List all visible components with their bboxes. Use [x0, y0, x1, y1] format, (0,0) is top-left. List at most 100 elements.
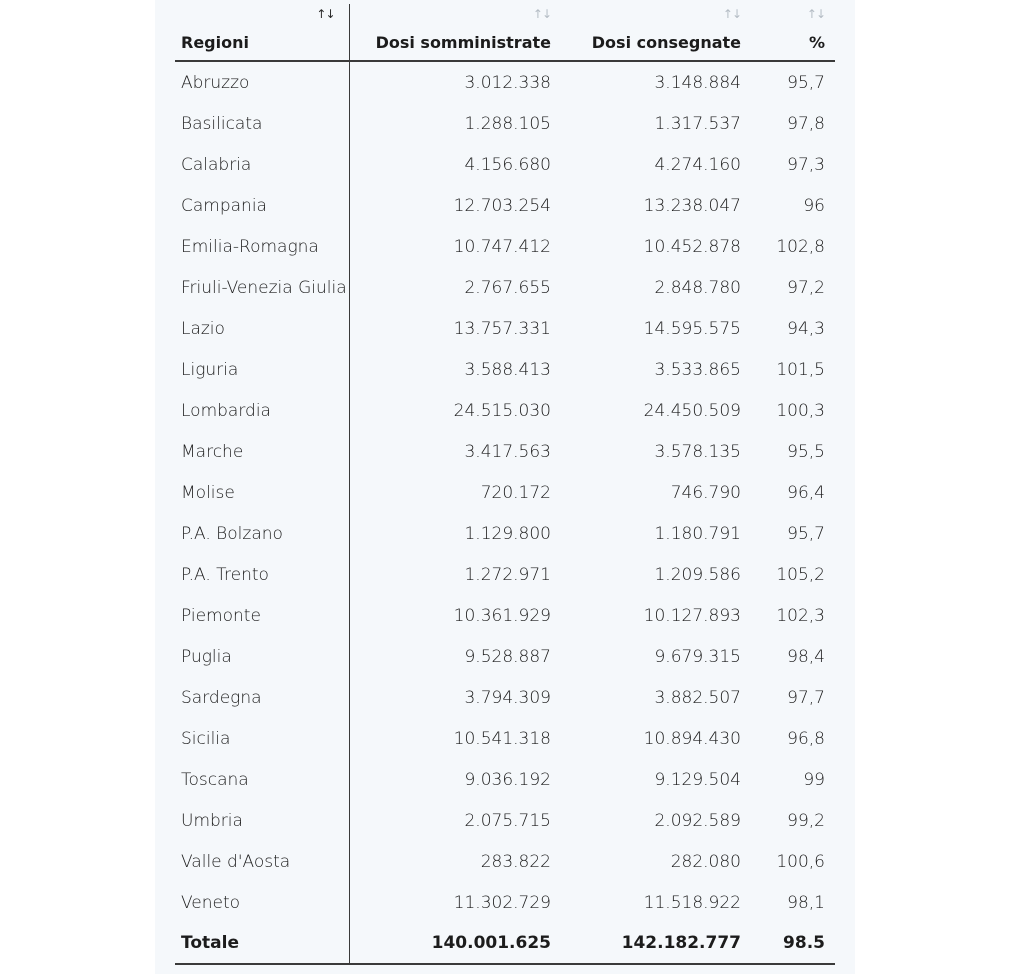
cell-delivered: 4.274.160 [654, 154, 741, 175]
table-row: Calabria 4.156.680 4.274.160 97,3 [175, 144, 835, 185]
cell-administered: 4.156.680 [464, 154, 551, 175]
cell-region: P.A. Trento [175, 554, 350, 595]
cell-delivered: 13.238.047 [643, 195, 741, 216]
cell-region: P.A. Bolzano [175, 513, 350, 554]
cell-percent: 101,5 [776, 359, 825, 380]
cell-percent: 95,7 [787, 523, 825, 544]
cell-region: Liguria [175, 349, 350, 390]
cell-administered: 12.703.254 [453, 195, 551, 216]
cell-administered: 1.288.105 [464, 113, 551, 134]
total-label: Totale [175, 923, 350, 965]
sort-arrows-icon[interactable]: ↑↓ [722, 7, 742, 21]
table-header-row: ↑↓ Regioni ↑↓ Dosi somministrate ↑↓ Dosi… [175, 4, 835, 62]
cell-administered: 1.272.971 [464, 564, 551, 585]
cell-delivered: 10.452.878 [643, 236, 741, 257]
cell-delivered: 11.518.922 [643, 892, 741, 913]
cell-region: Emilia-Romagna [175, 226, 350, 267]
cell-region: Piemonte [175, 595, 350, 636]
cell-delivered: 746.790 [670, 482, 741, 503]
cell-region: Abruzzo [175, 61, 350, 103]
table-row: Lazio 13.757.331 14.595.575 94,3 [175, 308, 835, 349]
header-label: Dosi somministrate [375, 33, 551, 52]
cell-delivered: 10.894.430 [643, 728, 741, 749]
cell-percent: 96,8 [787, 728, 825, 749]
cell-administered: 3.417.563 [464, 441, 551, 462]
cell-percent: 99 [803, 769, 825, 790]
cell-region: Friuli-Venezia Giulia [175, 267, 350, 308]
header-dosi-somministrate[interactable]: ↑↓ Dosi somministrate [349, 4, 561, 62]
header-percent[interactable]: ↑↓ % [751, 4, 835, 62]
cell-percent: 97,7 [787, 687, 825, 708]
cell-administered: 720.172 [480, 482, 551, 503]
cell-region: Lombardia [175, 390, 350, 431]
cell-administered: 3.012.338 [464, 72, 551, 93]
cell-administered: 9.036.192 [464, 769, 551, 790]
table-row: Basilicata 1.288.105 1.317.537 97,8 [175, 103, 835, 144]
table-row: Abruzzo 3.012.338 3.148.884 95,7 [175, 61, 835, 103]
cell-percent: 105,2 [776, 564, 825, 585]
cell-administered: 2.767.655 [464, 277, 551, 298]
vaccine-doses-table: ↑↓ Regioni ↑↓ Dosi somministrate ↑↓ Dosi… [175, 4, 835, 965]
total-row: Totale 140.001.625 142.182.777 98.5 [175, 923, 835, 965]
cell-administered: 13.757.331 [453, 318, 551, 339]
header-label: Dosi consegnate [591, 33, 741, 52]
sort-arrows-icon[interactable]: ↑↓ [316, 7, 335, 21]
table-row: Liguria 3.588.413 3.533.865 101,5 [175, 349, 835, 390]
cell-region: Marche [175, 431, 350, 472]
cell-administered: 11.302.729 [453, 892, 551, 913]
total-administered: 140.001.625 [349, 923, 561, 965]
table-row: Marche 3.417.563 3.578.135 95,5 [175, 431, 835, 472]
cell-region: Veneto [175, 882, 350, 923]
table-row: Veneto 11.302.729 11.518.922 98,1 [175, 882, 835, 923]
header-label: % [808, 33, 825, 52]
cell-delivered: 1.180.791 [654, 523, 741, 544]
cell-delivered: 2.848.780 [654, 277, 741, 298]
cell-administered: 24.515.030 [453, 400, 551, 421]
cell-administered: 3.794.309 [464, 687, 551, 708]
table-row: Umbria 2.075.715 2.092.589 99,2 [175, 800, 835, 841]
table-row: P.A. Trento 1.272.971 1.209.586 105,2 [175, 554, 835, 595]
header-label: Regioni [181, 33, 249, 52]
cell-administered: 1.129.800 [464, 523, 551, 544]
table-row: P.A. Bolzano 1.129.800 1.180.791 95,7 [175, 513, 835, 554]
cell-percent: 96,4 [787, 482, 825, 503]
cell-administered: 2.075.715 [464, 810, 551, 831]
cell-percent: 100,6 [776, 851, 825, 872]
cell-delivered: 3.882.507 [654, 687, 741, 708]
cell-delivered: 3.533.865 [654, 359, 741, 380]
sort-arrows-icon[interactable]: ↑↓ [532, 7, 552, 21]
cell-region: Molise [175, 472, 350, 513]
cell-region: Umbria [175, 800, 350, 841]
sort-arrows-icon[interactable]: ↑↓ [806, 7, 826, 21]
cell-administered: 3.588.413 [464, 359, 551, 380]
cell-delivered: 2.092.589 [654, 810, 741, 831]
cell-region: Calabria [175, 144, 350, 185]
cell-region: Puglia [175, 636, 350, 677]
cell-percent: 97,2 [787, 277, 825, 298]
cell-delivered: 9.679.315 [654, 646, 741, 667]
cell-percent: 96 [803, 195, 825, 216]
cell-percent: 100,3 [776, 400, 825, 421]
header-dosi-consegnate[interactable]: ↑↓ Dosi consegnate [561, 4, 751, 62]
cell-percent: 97,3 [787, 154, 825, 175]
table-row: Campania 12.703.254 13.238.047 96 [175, 185, 835, 226]
table-row: Molise 720.172 746.790 96,4 [175, 472, 835, 513]
table-row: Friuli-Venezia Giulia 2.767.655 2.848.780 9… [175, 267, 835, 308]
cell-percent: 95,7 [787, 72, 825, 93]
header-regioni[interactable]: ↑↓ Regioni [175, 4, 350, 62]
cell-percent: 102,3 [776, 605, 825, 626]
cell-administered: 10.541.318 [453, 728, 551, 749]
cell-percent: 99,2 [787, 810, 825, 831]
cell-administered: 10.747.412 [453, 236, 551, 257]
table-row: Valle d'Aosta 283.822 282.080 100,6 [175, 841, 835, 882]
total-percent: 98.5 [751, 923, 835, 965]
cell-administered: 10.361.929 [453, 605, 551, 626]
cell-administered: 9.528.887 [464, 646, 551, 667]
total-delivered: 142.182.777 [561, 923, 751, 965]
cell-percent: 95,5 [787, 441, 825, 462]
table-row: Puglia 9.528.887 9.679.315 98,4 [175, 636, 835, 677]
cell-delivered: 14.595.575 [643, 318, 741, 339]
cell-percent: 94,3 [787, 318, 825, 339]
cell-delivered: 1.317.537 [654, 113, 741, 134]
table-row: Piemonte 10.361.929 10.127.893 102,3 [175, 595, 835, 636]
